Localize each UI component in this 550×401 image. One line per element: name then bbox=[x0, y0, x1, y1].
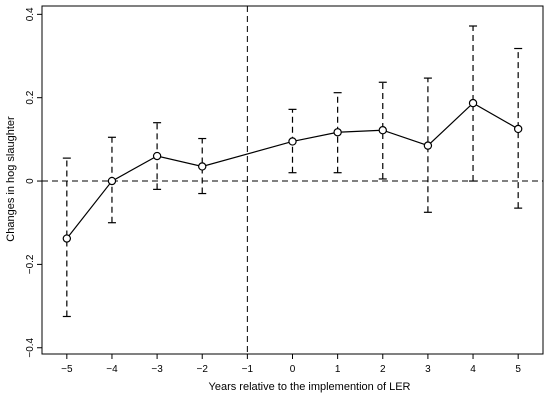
x-axis-title: Years relative to the implemention of LE… bbox=[209, 381, 411, 393]
x-tick-label: 5 bbox=[515, 364, 521, 375]
data-point bbox=[288, 137, 297, 146]
y-tick-label: −0.2 bbox=[25, 254, 36, 274]
data-point bbox=[198, 162, 207, 171]
data-point bbox=[62, 234, 72, 243]
x-tick-label: −1 bbox=[242, 364, 254, 375]
data-point bbox=[107, 176, 117, 186]
y-axis-title: Changes in hog slaughter bbox=[5, 116, 17, 242]
x-tick-label: −4 bbox=[106, 364, 118, 375]
data-point bbox=[468, 98, 478, 108]
x-tick-label: −2 bbox=[197, 364, 209, 375]
tick-labels: −5 −4 −3 −2 −1 0 1 2 3 4 5 −0.4 −0.2 0 0.2 0.4 bbox=[25, 7, 521, 375]
data-points bbox=[62, 98, 523, 243]
plot-frame bbox=[41, 5, 544, 355]
reference-lines bbox=[42, 6, 543, 354]
series-line-layer bbox=[66, 102, 519, 239]
data-point bbox=[333, 128, 342, 137]
x-tick-label: 0 bbox=[290, 364, 296, 375]
x-tick-label: −3 bbox=[151, 364, 163, 375]
series-line bbox=[66, 102, 519, 239]
error-bars bbox=[62, 25, 523, 318]
x-tick-label: 3 bbox=[425, 364, 431, 375]
y-tick-label: 0.2 bbox=[25, 90, 36, 104]
data-point bbox=[152, 151, 162, 161]
data-point bbox=[513, 124, 523, 134]
x-tick-label: 1 bbox=[335, 364, 341, 375]
data-point bbox=[423, 141, 433, 150]
x-tick-label: 2 bbox=[380, 364, 386, 375]
y-tick-label: −0.4 bbox=[25, 337, 36, 357]
axes-layer bbox=[37, 5, 544, 359]
y-tick-label: 0.4 bbox=[25, 7, 36, 21]
x-tick-label: −5 bbox=[61, 364, 73, 375]
x-tick-label: 4 bbox=[470, 364, 476, 375]
data-point bbox=[378, 125, 387, 135]
y-tick-label: 0 bbox=[25, 178, 36, 184]
